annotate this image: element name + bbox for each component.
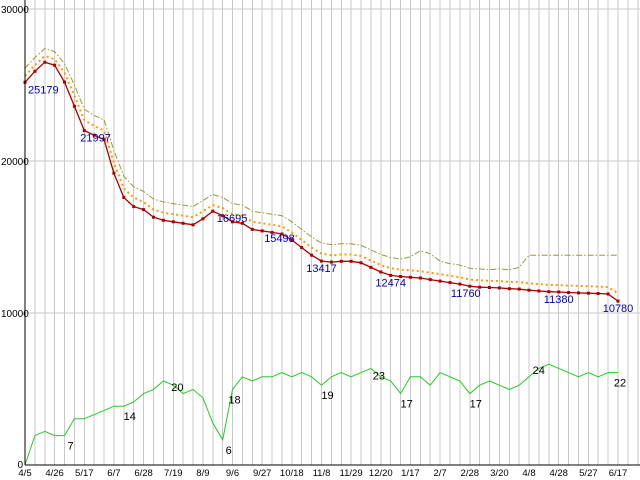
svg-text:11/29: 11/29 — [340, 468, 363, 479]
svg-text:6/17: 6/17 — [609, 468, 628, 479]
svg-text:22: 22 — [614, 378, 626, 390]
svg-text:30000: 30000 — [1, 5, 29, 16]
svg-text:15498: 15498 — [264, 233, 295, 245]
svg-text:4/5: 4/5 — [18, 468, 31, 479]
svg-text:12474: 12474 — [375, 277, 406, 289]
svg-text:17: 17 — [400, 399, 412, 411]
svg-text:3/20: 3/20 — [490, 468, 509, 479]
svg-text:6/28: 6/28 — [134, 468, 153, 479]
svg-text:4/28: 4/28 — [549, 468, 568, 479]
count-labels: 7 14 20 6 18 19 23 17 17 24 22 — [67, 365, 626, 457]
svg-text:1/17: 1/17 — [401, 468, 420, 479]
svg-text:17: 17 — [470, 399, 482, 411]
svg-text:18: 18 — [228, 394, 240, 406]
svg-text:10000: 10000 — [1, 309, 29, 320]
svg-text:16695: 16695 — [217, 213, 248, 225]
svg-text:6/7: 6/7 — [107, 468, 120, 479]
svg-text:24: 24 — [533, 365, 545, 377]
svg-text:12/20: 12/20 — [369, 468, 393, 479]
svg-text:25179: 25179 — [28, 84, 59, 96]
svg-text:11380: 11380 — [544, 294, 574, 306]
svg-text:10780: 10780 — [603, 303, 634, 315]
svg-text:2/28: 2/28 — [461, 468, 480, 479]
svg-text:23: 23 — [373, 370, 385, 382]
axes — [24, 0, 640, 466]
svg-text:9/27: 9/27 — [253, 468, 272, 479]
svg-text:11760: 11760 — [451, 288, 481, 300]
gridlines — [24, 0, 640, 465]
lowest-price-markers — [23, 60, 620, 303]
svg-text:6: 6 — [226, 445, 232, 457]
price-labels: 25179 21997 16695 15498 13417 12474 11760 11380… — [28, 84, 633, 315]
svg-text:4/8: 4/8 — [522, 468, 535, 479]
x-axis-labels: 4/5 4/26 5/17 6/7 6/28 7/19 8/9 9/6 9/27 10/18 11/… — [18, 468, 627, 479]
svg-text:19: 19 — [321, 390, 333, 402]
svg-text:5/27: 5/27 — [579, 468, 598, 479]
svg-text:8/9: 8/9 — [196, 468, 209, 479]
svg-text:7/19: 7/19 — [164, 468, 183, 479]
svg-text:2/7: 2/7 — [433, 468, 446, 479]
svg-text:14: 14 — [124, 411, 136, 423]
svg-text:10/18: 10/18 — [280, 468, 304, 479]
y-axis-labels: 0 10000 20000 30000 — [1, 5, 29, 471]
svg-text:7: 7 — [67, 441, 73, 453]
highest-price-line — [24, 47, 618, 271]
shop-count-line — [24, 363, 618, 466]
svg-text:9/6: 9/6 — [226, 468, 239, 479]
svg-text:0: 0 — [17, 460, 23, 471]
svg-text:20: 20 — [171, 382, 183, 394]
svg-text:21997: 21997 — [80, 133, 111, 145]
average-price-line — [24, 54, 619, 295]
svg-text:5/17: 5/17 — [75, 468, 94, 479]
svg-text:13417: 13417 — [306, 263, 337, 275]
svg-text:11/8: 11/8 — [313, 468, 331, 479]
svg-text:20000: 20000 — [1, 157, 29, 168]
svg-text:4/26: 4/26 — [45, 468, 64, 479]
